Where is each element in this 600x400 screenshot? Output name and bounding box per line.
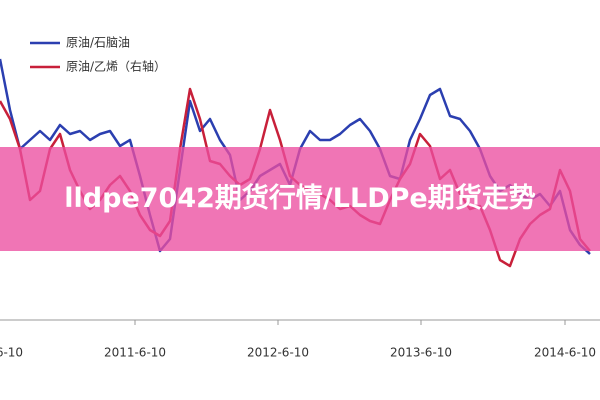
x-tick-label: 2010-6-10 [0,346,23,360]
x-tick-label: 2011-6-10 [104,346,166,360]
legend-label: 原油/石脑油 [66,36,130,50]
x-tick-label: 2012-6-10 [247,346,309,360]
title-banner: lldpe7042期货行情/LLDPe期货走势 [0,147,600,251]
x-tick-label: 2013-6-10 [390,346,452,360]
x-tick-label: 2014-6-10 [534,346,596,360]
legend-label: 原油/乙烯（右轴） [66,59,166,74]
